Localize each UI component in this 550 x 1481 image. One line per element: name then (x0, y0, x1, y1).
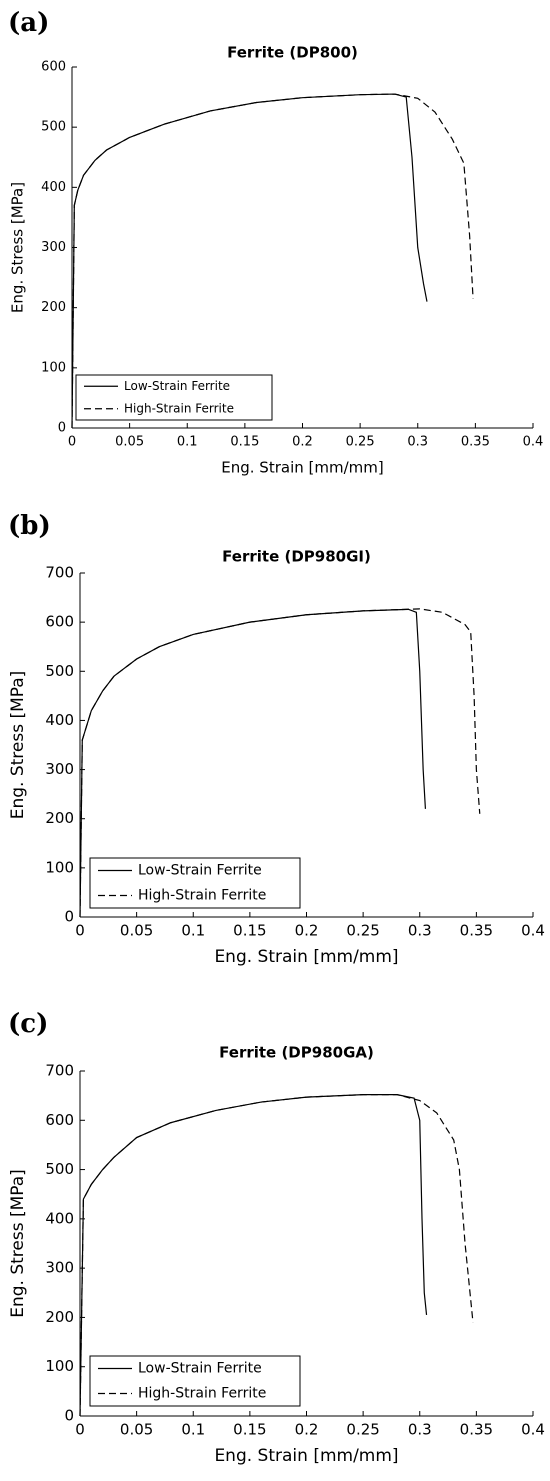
panel-label: (a) (8, 8, 49, 38)
legend-label: Low-Strain Ferrite (138, 1361, 262, 1377)
chart-title: Ferrite (DP800) (227, 44, 358, 62)
chart-title: Ferrite (DP980GA) (219, 1044, 374, 1062)
x-tick-label: 0.2 (295, 922, 319, 940)
y-tick-label: 100 (45, 1357, 74, 1375)
x-tick-label: 0.25 (346, 1421, 379, 1439)
x-tick-label: 0.2 (295, 1421, 319, 1439)
x-tick-label: 0.4 (523, 435, 544, 450)
y-tick-label: 300 (45, 760, 74, 778)
y-tick-label: 600 (45, 1111, 74, 1129)
x-tick-label: 0 (75, 922, 85, 940)
y-tick-label: 300 (45, 1259, 74, 1277)
x-tick-label: 0.35 (461, 435, 490, 450)
x-tick-label: 0 (75, 1421, 85, 1439)
y-tick-label: 400 (41, 180, 66, 195)
x-tick-label: 0.3 (407, 435, 428, 450)
y-tick-label: 600 (41, 60, 66, 75)
legend-label: Low-Strain Ferrite (138, 863, 262, 879)
x-tick-label: 0 (68, 435, 76, 450)
y-tick-label: 200 (45, 1308, 74, 1326)
x-tick-label: 0.2 (292, 435, 313, 450)
x-tick-label: 0.15 (233, 922, 266, 940)
y-tick-label: 0 (64, 908, 74, 926)
x-tick-label: 0.15 (233, 1421, 266, 1439)
legend-label: High-Strain Ferrite (138, 1386, 266, 1402)
legend-label: High-Strain Ferrite (138, 888, 266, 904)
x-tick-label: 0.1 (177, 435, 198, 450)
x-tick-label: 0.1 (181, 922, 205, 940)
y-tick-label: 600 (45, 613, 74, 631)
y-axis-label: Eng. Stress [MPa] (9, 182, 27, 313)
y-axis-label: Eng. Stress [MPa] (8, 671, 28, 820)
series-line (79, 1094, 474, 1417)
x-tick-label: 0.05 (120, 1421, 153, 1439)
x-tick-label: 0.05 (115, 435, 144, 450)
y-axis-label: Eng. Stress [MPa] (8, 1169, 28, 1318)
x-tick-label: 0.25 (346, 922, 379, 940)
x-tick-label: 0.4 (521, 1421, 545, 1439)
y-tick-label: 0 (58, 421, 66, 436)
panel-label: (b) (8, 511, 51, 541)
x-tick-label: 0.35 (460, 1421, 493, 1439)
panel-label: (c) (8, 1009, 48, 1039)
legend-label: High-Strain Ferrite (124, 401, 234, 415)
x-tick-label: 0.3 (408, 922, 432, 940)
y-tick-label: 100 (41, 360, 66, 375)
legend-box (75, 374, 273, 421)
x-axis-label: Eng. Strain [mm/mm] (214, 1446, 398, 1466)
legend-box (89, 1355, 301, 1407)
x-tick-label: 0.15 (230, 435, 259, 450)
series-line (71, 93, 474, 429)
x-tick-label: 0.25 (346, 435, 375, 450)
y-tick-label: 700 (45, 564, 74, 582)
y-tick-label: 200 (41, 300, 66, 315)
y-tick-label: 400 (45, 1209, 74, 1227)
y-tick-label: 0 (64, 1407, 74, 1425)
y-tick-label: 400 (45, 711, 74, 729)
y-tick-label: 500 (45, 1160, 74, 1178)
legend-box (89, 857, 301, 909)
x-tick-label: 0.05 (120, 922, 153, 940)
y-tick-label: 700 (45, 1062, 74, 1080)
y-tick-label: 300 (41, 240, 66, 255)
x-tick-label: 0.4 (521, 922, 545, 940)
x-tick-label: 0.3 (408, 1421, 432, 1439)
y-tick-label: 500 (45, 662, 74, 680)
legend-label: Low-Strain Ferrite (124, 379, 230, 393)
x-tick-label: 0.1 (181, 1421, 205, 1439)
y-tick-label: 100 (45, 858, 74, 876)
y-tick-label: 200 (45, 809, 74, 827)
x-axis-label: Eng. Strain [mm/mm] (214, 947, 398, 967)
series-line (79, 608, 481, 918)
x-axis-label: Eng. Strain [mm/mm] (221, 459, 383, 477)
chart-title: Ferrite (DP980GI) (222, 548, 371, 566)
y-tick-label: 500 (41, 120, 66, 135)
x-tick-label: 0.35 (460, 922, 493, 940)
